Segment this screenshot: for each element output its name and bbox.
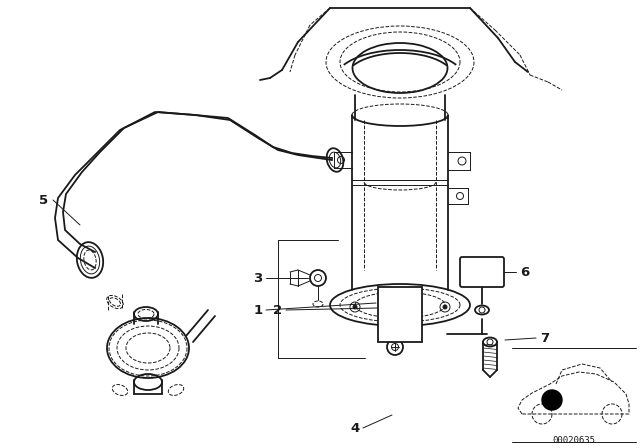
FancyBboxPatch shape (460, 257, 504, 287)
Circle shape (542, 390, 562, 410)
Circle shape (443, 305, 447, 309)
Text: 6: 6 (520, 266, 530, 279)
Text: 2: 2 (273, 303, 283, 316)
Text: 4: 4 (350, 422, 360, 435)
Text: 1: 1 (253, 303, 262, 316)
Circle shape (353, 305, 357, 309)
Bar (378, 287, 422, 342)
Text: 3: 3 (253, 271, 262, 284)
Circle shape (479, 270, 484, 275)
Text: 5: 5 (40, 194, 49, 207)
Circle shape (408, 296, 412, 298)
Text: 00020635: 00020635 (552, 435, 595, 444)
Text: 7: 7 (540, 332, 550, 345)
